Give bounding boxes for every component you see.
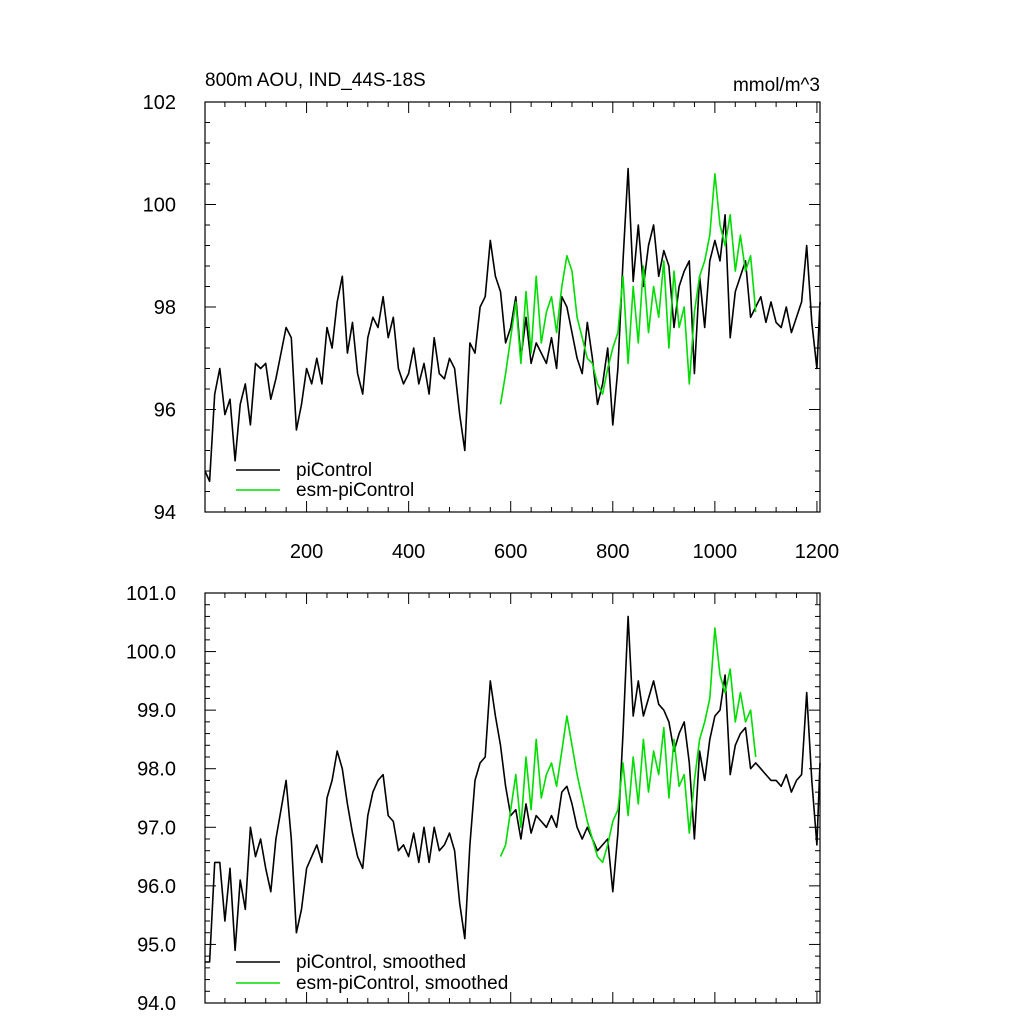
chart-title: 800m AOU, IND_44S-18S (205, 70, 426, 91)
y-tick-label: 95.0 (137, 934, 176, 956)
x-tick-label: 1000 (693, 541, 738, 563)
plot-frame (204, 101, 821, 513)
y-tick-label: 98 (154, 297, 176, 319)
y-tick-label: 100 (143, 195, 176, 217)
legend-label: piControl (296, 460, 372, 481)
x-tick-label: 1200 (795, 541, 840, 563)
series-line-picontrol (205, 615, 821, 963)
y-tick-label: 98.0 (137, 759, 176, 781)
top-panel: 94 96 98 100 102 200 400 600 800 1000 1200 800m AOU… (143, 70, 840, 563)
series-line-picontrol (204, 167, 821, 483)
legend-label: piControl, smoothed (296, 952, 466, 973)
x-tick-label: 600 (494, 541, 527, 563)
y-tick-label: 94.0 (137, 993, 176, 1015)
y-tick-label: 97.0 (137, 817, 176, 839)
series-line-esm-picontrol (499, 173, 757, 405)
y-tick-label: 96.0 (137, 876, 176, 898)
plot-frame (204, 592, 821, 1004)
legend-label: esm-piControl (296, 480, 414, 501)
units-label: mmol/m^3 (733, 75, 820, 96)
y-tick-label: 99.0 (137, 700, 176, 722)
y-tick-label: 96 (154, 400, 176, 422)
y-tick-label: 102 (143, 92, 176, 114)
x-tick-label: 800 (596, 541, 629, 563)
bottom-panel: 94.0 95.0 96.0 97.0 98.0 99.0 100.0 101.0 piCont… (126, 583, 821, 1015)
legend-label: esm-piControl, smoothed (296, 973, 508, 994)
y-tick-label: 94 (154, 502, 176, 524)
series-line-esm-picontrol (499, 627, 757, 864)
x-tick-label: 400 (392, 541, 425, 563)
y-tick-label: 100.0 (126, 642, 176, 664)
y-tick-label: 101.0 (126, 583, 176, 605)
x-tick-label: 200 (290, 541, 323, 563)
